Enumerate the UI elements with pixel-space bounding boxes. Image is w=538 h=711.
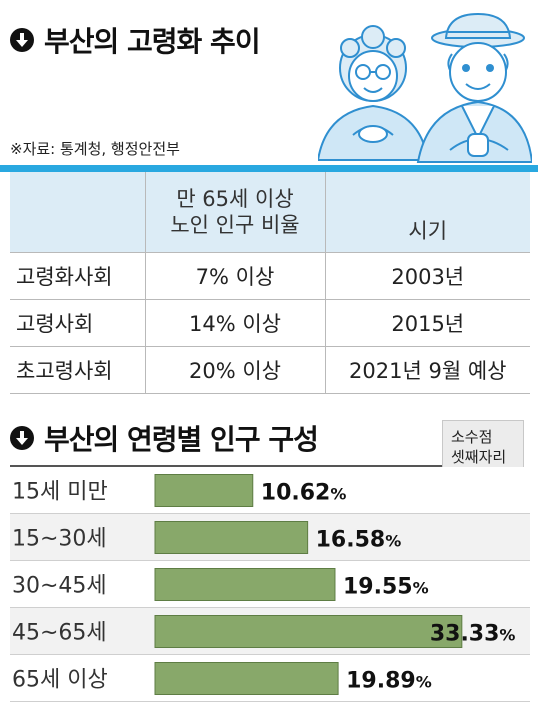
elderly-couple-illustration: [318, 12, 532, 163]
category-label: 30~45세: [12, 574, 107, 599]
arrow-down-icon: [10, 426, 34, 450]
arrow-down-icon: [10, 28, 34, 52]
section-title-text: 부산의 연령별 인구 구성: [44, 423, 319, 456]
category-label: 45~65세: [12, 621, 107, 646]
bar-3: [154, 568, 336, 601]
header-ratio: 만 65세 이상 노인 인구 비율: [144, 172, 325, 253]
category-label: 65세 이상: [12, 668, 108, 693]
stage-cell: 고령사회: [10, 299, 145, 347]
table-header-row: 만 65세 이상 노인 인구 비율 시기: [10, 172, 530, 253]
ratio-cell: 14% 이상: [144, 299, 325, 347]
category-label: 15세 미만: [12, 480, 108, 505]
ratio-cell: 20% 이상: [144, 346, 325, 394]
bar-2: [154, 521, 309, 554]
aging-trend-table: 만 65세 이상 노인 인구 비율 시기 고령화사회 7% 이상 2003년 고…: [10, 172, 530, 394]
grandfather-figure: [416, 12, 532, 163]
data-label: 33.33%: [430, 622, 516, 647]
age-composition-bar-chart: 15세 미만 10.62% 15~30세 16.58% 30~45세 19.55% 45~6…: [10, 467, 530, 702]
row-band: [10, 467, 530, 514]
data-source: ※자료: 통계청, 행정안전부: [10, 140, 180, 158]
bar-1: [154, 474, 254, 507]
table-row: 초고령사회 20% 이상 2021년 9월 예상: [10, 346, 530, 394]
stage-cell: 고령화사회: [10, 252, 145, 300]
note-line: 소수점: [451, 428, 493, 446]
data-label: 10.62%: [261, 481, 347, 506]
bar-4: [154, 615, 463, 648]
section-title-age-composition: 부산의 연령별 인구 구성: [10, 418, 319, 458]
accent-divider: [0, 165, 538, 172]
stage-cell: 초고령사회: [10, 346, 145, 394]
header-ratio-line1: 만 65세 이상: [176, 187, 294, 211]
period-cell: 2003년: [324, 252, 530, 300]
header-ratio-line2: 노인 인구 비율: [170, 213, 300, 237]
header-empty: [10, 172, 145, 253]
period-cell: 2015년: [324, 299, 530, 347]
section-title-text: 부산의 고령화 추이: [44, 25, 261, 58]
bar-5: [154, 662, 339, 695]
period-cell: 2021년 9월 예상: [324, 346, 530, 394]
section-title-aging-trend: 부산의 고령화 추이: [10, 20, 261, 60]
note-line: 셋째자리: [451, 448, 507, 466]
table-row: 고령화사회 7% 이상 2003년: [10, 252, 530, 300]
category-label: 15~30세: [12, 527, 107, 552]
ratio-cell: 7% 이상: [144, 252, 325, 300]
data-label: 19.55%: [343, 575, 429, 600]
data-label: 16.58%: [316, 528, 402, 553]
chart-top-rule: [10, 465, 442, 467]
table-row: 고령사회 14% 이상 2015년: [10, 299, 530, 347]
grandmother-figure: [318, 25, 430, 161]
header-period: 시기: [324, 172, 530, 253]
data-label: 19.89%: [346, 669, 432, 694]
